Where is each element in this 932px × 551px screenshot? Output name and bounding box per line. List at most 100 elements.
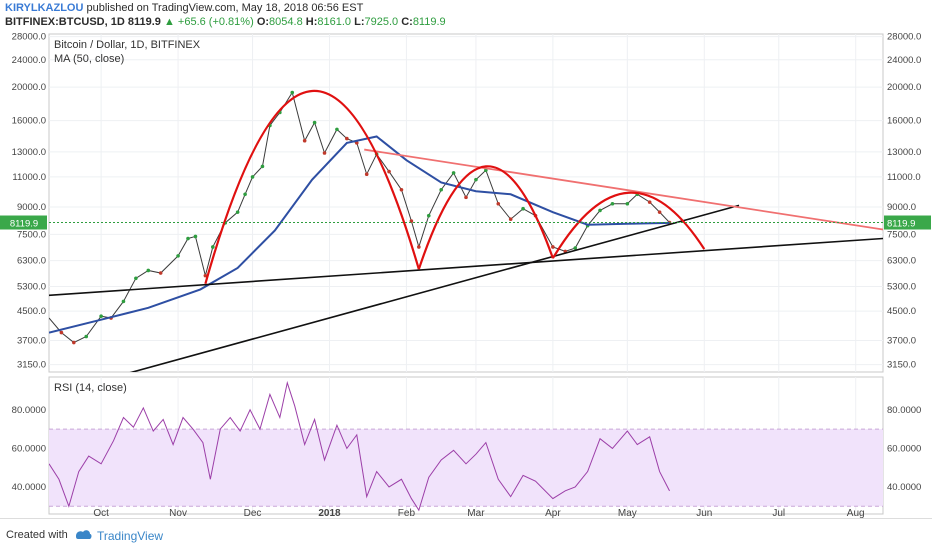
rsi-line bbox=[49, 380, 670, 512]
x-tick-label: Jul bbox=[772, 508, 785, 518]
price-point bbox=[335, 127, 339, 132]
price-point bbox=[364, 172, 369, 177]
price-point bbox=[176, 254, 180, 258]
close-price: 8119.9 bbox=[127, 16, 161, 28]
tradingview-brand[interactable]: TradingView bbox=[97, 529, 164, 543]
symbol-label: BITFINEX:BTCUSD, 1D bbox=[5, 16, 125, 28]
rsi-tick-label-right: 40.0000 bbox=[887, 482, 921, 493]
chart-area[interactable]: Oct Nov Dec 2018 Feb Mar Apr May Jun Jul Aug 3150.0… bbox=[0, 32, 932, 518]
low-label: L: bbox=[354, 16, 365, 28]
rsi-tick-label-left: 40.0000 bbox=[12, 482, 46, 493]
rsi-tick-label-left: 80.0000 bbox=[12, 405, 46, 416]
price-point bbox=[399, 187, 404, 192]
publish-text: published on TradingView.com, May 18, 20… bbox=[86, 2, 364, 14]
rsi-tick-label-left: 60.0000 bbox=[12, 443, 46, 454]
y-tick-label-right: 7500.0 bbox=[887, 229, 916, 240]
x-tick-label: May bbox=[618, 508, 637, 518]
price-point bbox=[496, 201, 501, 206]
x-tick-label: Dec bbox=[244, 508, 262, 518]
open-label: O: bbox=[256, 16, 270, 28]
high-value: 8161.0 bbox=[317, 16, 352, 28]
tradingview-logo-icon bbox=[76, 530, 92, 539]
y-tick-label-left: 3700.0 bbox=[17, 336, 46, 347]
price-point bbox=[250, 175, 255, 179]
publish-line: KIRYLKAZLOU published on TradingView.com… bbox=[5, 2, 363, 14]
price-point bbox=[158, 271, 163, 275]
y-tick-label-left: 6300.0 bbox=[17, 256, 46, 267]
chart-title: Bitcoin / Dollar, 1D, BITFINEX bbox=[54, 39, 201, 51]
price-point bbox=[146, 268, 151, 273]
price-point bbox=[134, 276, 138, 281]
price-point bbox=[508, 217, 513, 222]
y-tick-label-left: 4500.0 bbox=[17, 306, 46, 317]
price-point bbox=[345, 136, 349, 141]
price-tag-left bbox=[0, 215, 47, 230]
y-tick-label-right: 5300.0 bbox=[887, 282, 916, 293]
arc-arc-2 bbox=[417, 165, 554, 270]
x-tick-label: Jun bbox=[696, 508, 712, 518]
price-point bbox=[84, 334, 89, 339]
y-tick-label-right: 9000.0 bbox=[887, 202, 916, 213]
price-point bbox=[312, 120, 317, 125]
y-tick-label-left: 20000.0 bbox=[12, 82, 46, 93]
x-tick-label: Feb bbox=[398, 508, 416, 518]
open-value: 8054.8 bbox=[269, 16, 303, 28]
arc-arc-3 bbox=[551, 191, 706, 259]
x-tick-label: Nov bbox=[169, 508, 187, 518]
price-point bbox=[186, 236, 190, 241]
price-point bbox=[72, 340, 76, 345]
price-point bbox=[302, 138, 307, 143]
x-tick-label: Apr bbox=[545, 508, 561, 518]
price-point bbox=[260, 164, 265, 169]
price-line bbox=[49, 91, 670, 344]
price-point bbox=[464, 195, 468, 200]
price-point bbox=[211, 245, 215, 249]
price-point bbox=[610, 201, 615, 206]
y-tick-label-right: 24000.0 bbox=[887, 55, 921, 66]
high-label: H: bbox=[305, 16, 318, 28]
price-tag-right-text: 8119.9 bbox=[887, 219, 915, 230]
rsi-legend: RSI (14, close) bbox=[54, 382, 127, 394]
y-tick-label-left: 5300.0 bbox=[17, 282, 46, 293]
price-point bbox=[121, 299, 126, 304]
falling-resistance-line bbox=[364, 148, 883, 231]
x-tick-label: Oct bbox=[93, 508, 109, 518]
price-point bbox=[657, 210, 662, 214]
y-tick-label-left: 28000.0 bbox=[12, 32, 46, 43]
price-point bbox=[354, 141, 359, 145]
footer: Created with TradingView bbox=[0, 518, 932, 551]
quote-line: BITFINEX:BTCUSD, 1D 8119.9 ▲ +65.6 (+0.8… bbox=[5, 16, 446, 28]
y-tick-label-left: 11000.0 bbox=[12, 172, 46, 183]
x-tick-label: Aug bbox=[847, 508, 865, 518]
y-tick-label-left: 7500.0 bbox=[17, 229, 46, 240]
y-tick-label-right: 20000.0 bbox=[887, 82, 921, 93]
price-point bbox=[193, 234, 198, 239]
arc-arc-1 bbox=[204, 89, 420, 285]
price-point bbox=[235, 210, 240, 214]
x-tick-label: Mar bbox=[467, 508, 485, 518]
price-tag-right bbox=[884, 215, 931, 230]
y-tick-label-left: 16000.0 bbox=[12, 116, 46, 127]
y-tick-label-left: 13000.0 bbox=[12, 147, 46, 158]
rising-trendline bbox=[129, 204, 740, 372]
support-trendline bbox=[49, 237, 883, 297]
ma-legend: MA (50, close) bbox=[54, 53, 124, 65]
price-point bbox=[647, 200, 652, 204]
rsi-tick-label-right: 60.0000 bbox=[887, 443, 921, 454]
y-tick-label-left: 9000.0 bbox=[17, 202, 46, 213]
ma-line bbox=[49, 135, 670, 334]
price-point bbox=[99, 314, 103, 319]
y-tick-label-right: 6300.0 bbox=[887, 256, 916, 267]
price-point bbox=[322, 151, 327, 155]
author-link[interactable]: KIRYLKAZLOU bbox=[5, 2, 84, 14]
price-point bbox=[203, 273, 208, 278]
price-point bbox=[243, 192, 247, 197]
y-tick-label-right: 13000.0 bbox=[887, 147, 921, 158]
price-point bbox=[573, 246, 578, 250]
rsi-band bbox=[49, 429, 883, 507]
price-point bbox=[439, 187, 443, 192]
created-with-text: Created with bbox=[6, 529, 68, 541]
price-point bbox=[290, 90, 295, 95]
y-tick-label-right: 11000.0 bbox=[887, 172, 921, 183]
y-tick-label-right: 3150.0 bbox=[887, 360, 916, 371]
